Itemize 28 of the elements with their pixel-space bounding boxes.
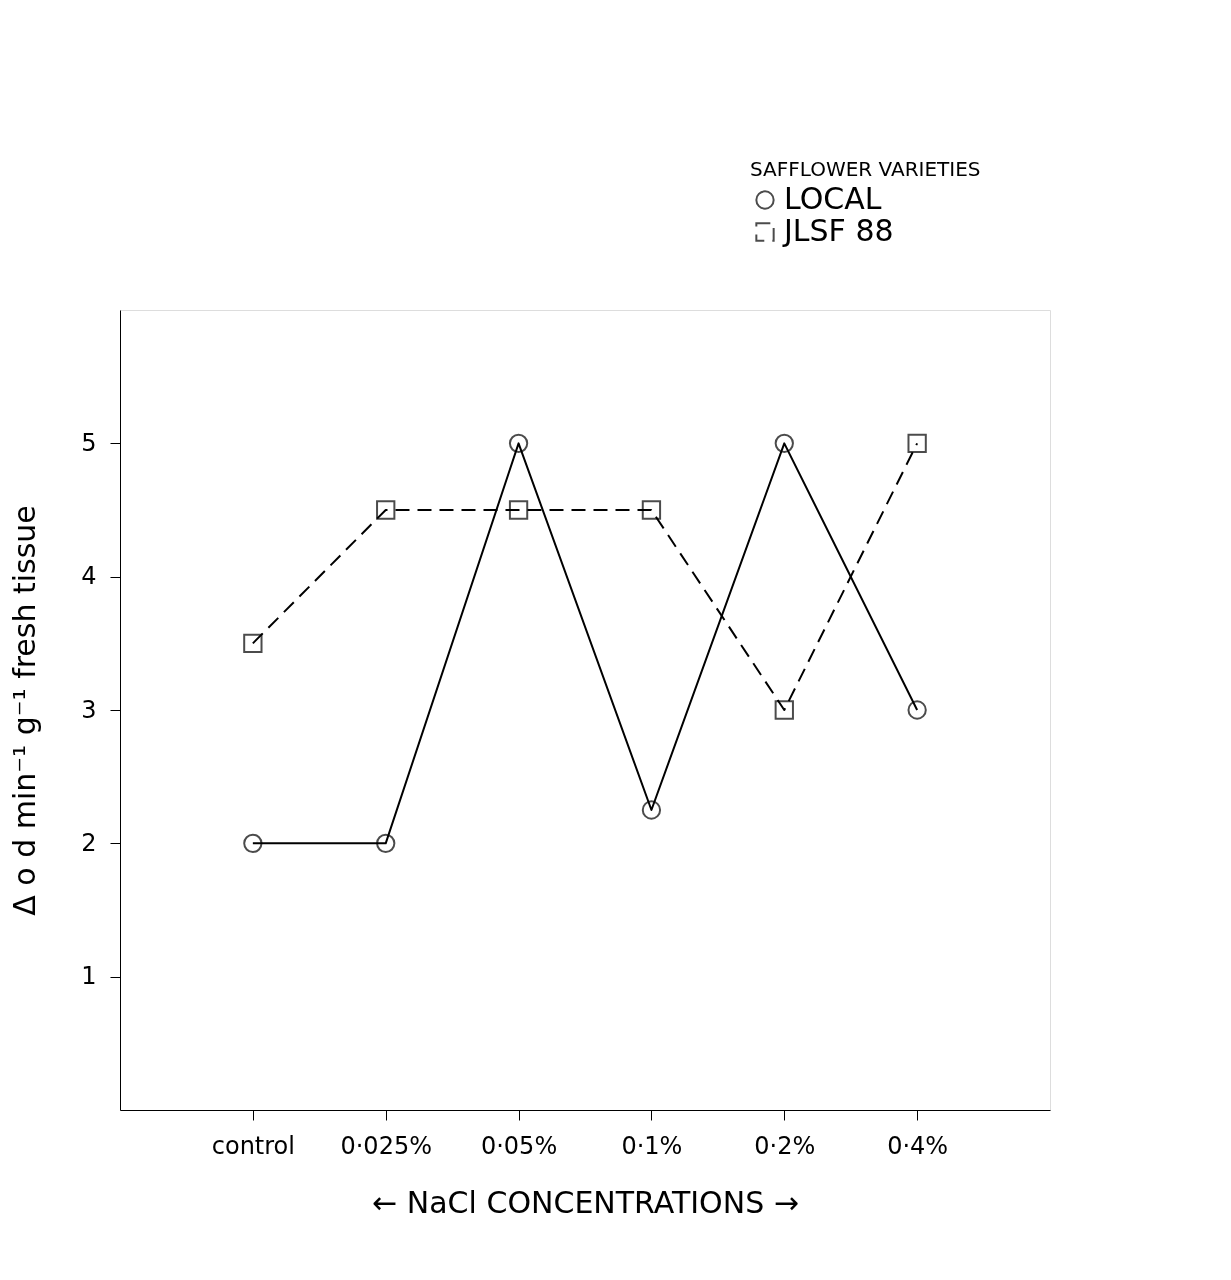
point (641, 800, 662, 820)
point (376, 833, 396, 853)
legend-label: LOCAL (784, 181, 882, 216)
y-tick-label: 2 (81, 828, 97, 857)
point (243, 633, 263, 653)
x-tick-label: 0·2% (754, 1131, 816, 1160)
x-tick-label: 0·1% (621, 1131, 683, 1160)
legend-title: SAFFLOWER VARIETIES (750, 157, 981, 181)
y-tick-label: 4 (81, 562, 97, 591)
point (907, 433, 927, 453)
point (508, 433, 529, 453)
point (641, 500, 662, 520)
y-tick-label: 5 (81, 428, 97, 457)
point (376, 500, 396, 520)
x-tick-label: 0·4% (887, 1131, 949, 1160)
point (508, 500, 529, 520)
x-tick-label: control (211, 1131, 295, 1160)
x-tick-label: 0·05% (480, 1131, 558, 1160)
point (907, 700, 927, 720)
point (774, 700, 794, 720)
x-axis-title: ← NaCl CONCENTRATIONS → (372, 1184, 799, 1220)
legend-label: JLSF 88 (782, 213, 894, 248)
x-tick-label: 0·025% (340, 1131, 432, 1160)
y-tick-label: 1 (81, 962, 97, 991)
point (774, 433, 794, 453)
point (243, 833, 263, 853)
y-tick-label: 3 (81, 695, 97, 724)
y-axis-title: Δ o d min⁻¹ g⁻¹ fresh tissue (7, 505, 43, 916)
